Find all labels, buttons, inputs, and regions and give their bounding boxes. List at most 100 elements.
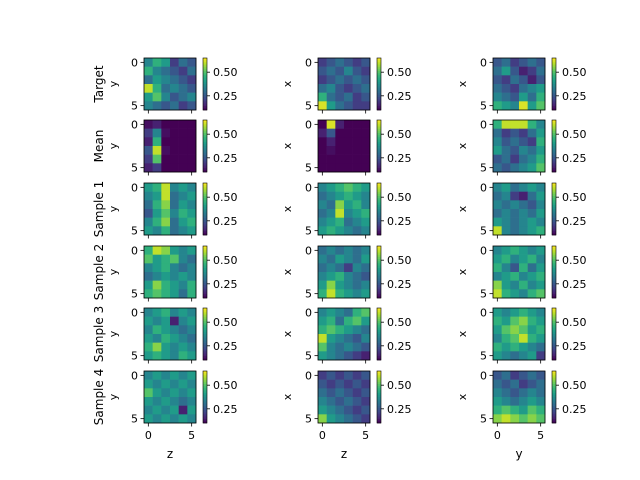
heatmap-cell <box>344 84 353 93</box>
colorbar-frame <box>376 182 382 236</box>
y-tick-label: 5 <box>480 100 487 113</box>
heatmap-cell <box>344 120 353 129</box>
colorbar-segment <box>552 68 556 72</box>
panel-frame <box>317 182 371 236</box>
heatmap-cell <box>493 414 502 424</box>
colorbar-segment <box>377 209 381 212</box>
heatmap-cell <box>178 334 188 343</box>
heatmap-cell <box>519 84 528 93</box>
heatmap-cell <box>527 414 537 424</box>
colorbar-segment <box>203 321 207 324</box>
x-tick-label: 0 <box>145 429 152 442</box>
heatmap-cell <box>501 209 511 218</box>
colorbar-segment <box>377 377 381 380</box>
colorbar-segment <box>552 353 556 356</box>
colorbar-segment <box>552 310 556 313</box>
heatmap-cell <box>493 120 502 129</box>
heatmap-cell <box>519 280 528 290</box>
heatmap-cell <box>161 200 171 210</box>
colorbar-segment <box>552 323 556 326</box>
heatmap-cell <box>326 414 336 424</box>
colorbar-tick-label: 0.50 <box>213 128 238 141</box>
colorbar-tick-label: 0.50 <box>387 191 412 204</box>
colorbar-segment <box>552 126 556 129</box>
colorbar-segment <box>377 187 381 190</box>
heatmap-cell <box>326 128 336 138</box>
colorbar-segment <box>377 60 381 63</box>
heatmap-cell <box>326 120 336 129</box>
colorbar-segment <box>552 399 556 402</box>
heatmap-cell <box>178 246 188 255</box>
colorbar-segment <box>552 222 556 225</box>
heatmap-cell <box>361 154 371 164</box>
colorbar-segment <box>377 124 381 127</box>
heatmap-cell <box>527 254 537 264</box>
heatmap-cell <box>493 58 502 67</box>
heatmap-cell <box>536 183 546 192</box>
colorbar-segment <box>552 418 556 422</box>
heatmap-cell <box>326 316 336 326</box>
colorbar-frame <box>202 119 208 173</box>
colorbar-segment <box>377 373 381 376</box>
colorbar-segment <box>552 291 556 294</box>
heatmap-cell <box>187 405 197 415</box>
colorbar-segment <box>552 58 556 61</box>
heatmap-cell <box>318 120 327 129</box>
colorbar-segment <box>377 79 381 83</box>
heatmap-cell <box>170 289 179 299</box>
colorbar-segment <box>377 269 381 273</box>
heatmap-cell <box>152 58 162 67</box>
heatmap-cell <box>178 128 188 138</box>
y-tick-label: 0 <box>305 244 312 257</box>
colorbar-segment <box>203 88 207 91</box>
heatmap-cell <box>144 217 153 227</box>
heatmap-cell <box>493 163 502 173</box>
heatmap-cell <box>352 388 362 398</box>
colorbar-segment <box>552 318 556 322</box>
heatmap-cell <box>344 191 353 201</box>
colorbar-segment <box>377 351 381 354</box>
heatmap-cell <box>326 154 336 164</box>
colorbar-segment <box>377 75 381 78</box>
y-tick-label: 0 <box>305 56 312 69</box>
heatmap-cell <box>493 146 502 155</box>
heatmap-cell <box>536 289 546 299</box>
colorbar-segment <box>377 407 381 411</box>
heatmap-cell <box>361 226 371 236</box>
heatmap-cell <box>335 371 345 380</box>
colorbar-segment <box>203 351 207 354</box>
colorbar-segment <box>377 94 381 98</box>
heatmap-cell <box>344 272 353 281</box>
heatmap-cell <box>344 92 353 102</box>
y-tick-label: 0 <box>131 369 138 382</box>
heatmap-cell <box>527 66 537 76</box>
colorbar-segment <box>552 250 556 253</box>
heatmap-cell <box>361 58 371 67</box>
heatmap-cell <box>510 388 520 398</box>
colorbar-segment <box>377 388 381 391</box>
heatmap-cell <box>170 146 179 155</box>
heatmap-cell <box>536 120 546 129</box>
heatmap-cell <box>161 280 171 290</box>
y-axis-label: y <box>107 205 120 212</box>
colorbar-frame <box>376 307 382 361</box>
colorbar-segment <box>377 167 381 171</box>
heatmap-cell <box>144 289 153 299</box>
heatmap-cell <box>326 334 336 343</box>
colorbar-segment <box>203 291 207 294</box>
heatmap-cell <box>326 308 336 317</box>
heatmap-cell <box>152 308 162 317</box>
colorbar-segment <box>203 84 207 87</box>
colorbar-segment <box>377 217 381 221</box>
heatmap-cell <box>519 289 528 299</box>
heatmap-cell <box>335 397 345 406</box>
heatmap-cell <box>152 280 162 290</box>
colorbar-segment <box>377 308 381 311</box>
colorbar-segment <box>377 397 381 400</box>
y-tick-label: 0 <box>305 306 312 319</box>
heatmap-cell <box>335 58 345 67</box>
colorbar-segment <box>377 204 381 208</box>
colorbar-segment <box>552 420 556 424</box>
colorbar-segment <box>203 347 207 350</box>
